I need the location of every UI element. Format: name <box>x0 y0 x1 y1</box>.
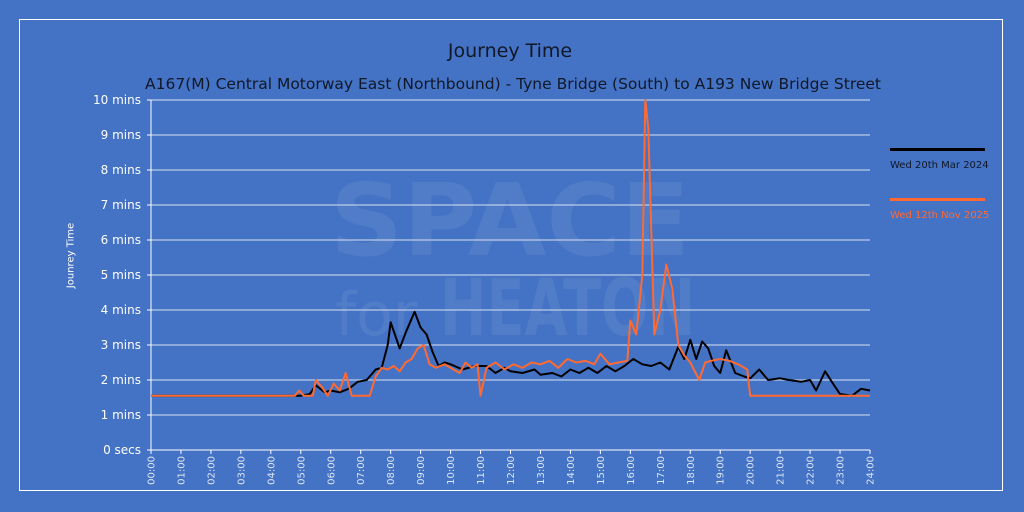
chart-frame <box>19 19 1003 491</box>
x-tick-label: 03:00 <box>236 456 247 485</box>
series-line-0 <box>151 310 871 397</box>
y-tick-label: 9 mins <box>101 128 141 142</box>
watermark-line2: HEATON <box>440 264 695 354</box>
x-tick-label: 16:00 <box>626 456 637 485</box>
y-tick-label: 7 mins <box>101 198 141 212</box>
y-tick-label: 4 mins <box>101 303 141 317</box>
data-series <box>151 99 871 397</box>
x-tick-label: 15:00 <box>596 456 607 485</box>
legend-label-2024: Wed 20th Mar 2024 <box>890 160 989 171</box>
x-tick-label: 11:00 <box>476 456 487 485</box>
x-tick-label: 00:00 <box>147 456 158 485</box>
x-tick-label: 14:00 <box>566 456 577 485</box>
x-tick-label: 07:00 <box>356 456 367 485</box>
y-tick-label: 8 mins <box>101 163 141 177</box>
x-tick-label: 02:00 <box>206 456 217 485</box>
x-tick-label: 20:00 <box>746 456 757 485</box>
chart-subtitle: A167(M) Central Motorway East (Northboun… <box>145 75 882 93</box>
gridlines <box>150 99 870 451</box>
x-tick-label: 17:00 <box>656 456 667 485</box>
y-tick-label: 5 mins <box>101 268 141 282</box>
y-tick-label: 0 secs <box>103 443 141 457</box>
legend-label-2025: Wed 12th Nov 2025 <box>890 210 990 221</box>
x-axis-ticks: 00:00 01:00 02:00 03:00 04:00 05:00 06:00 07:00… <box>147 450 877 485</box>
series-line-1 <box>151 99 870 397</box>
y-axis-ticks: 0 secs 1 mins 2 mins 3 mins 4 mins 5 mins 6 mi… <box>93 93 151 457</box>
x-tick-label: 22:00 <box>806 456 817 485</box>
legend-line-2025 <box>890 198 985 201</box>
x-tick-label: 01:00 <box>176 456 187 485</box>
x-tick-label: 06:00 <box>326 456 337 485</box>
x-tick-label: 08:00 <box>386 456 397 485</box>
x-tick-label: 12:00 <box>506 456 517 485</box>
y-tick-label: 10 mins <box>93 93 141 107</box>
y-tick-label: 2 mins <box>101 373 141 387</box>
x-tick-label: 05:00 <box>296 456 307 485</box>
x-tick-label: 09:00 <box>416 456 427 485</box>
x-tick-label: 10:00 <box>446 456 457 485</box>
x-tick-label: 18:00 <box>686 456 697 485</box>
x-tick-label: 21:00 <box>776 456 787 485</box>
x-tick-label: 19:00 <box>716 456 727 485</box>
y-tick-label: 6 mins <box>101 233 141 247</box>
y-tick-label: 1 mins <box>101 408 141 422</box>
x-tick-label: 24:00 <box>866 456 877 485</box>
chart-title: Journey Time <box>447 40 573 62</box>
watermark-for: for <box>335 280 418 350</box>
x-tick-label: 23:00 <box>836 456 847 485</box>
x-tick-label: 04:00 <box>266 456 277 485</box>
legend-line-2024 <box>890 148 985 151</box>
x-tick-label: 13:00 <box>536 456 547 485</box>
watermark-logo: SPACE for HEATON <box>330 162 695 354</box>
y-tick-label: 3 mins <box>101 338 141 352</box>
watermark-line1: SPACE <box>330 162 690 279</box>
